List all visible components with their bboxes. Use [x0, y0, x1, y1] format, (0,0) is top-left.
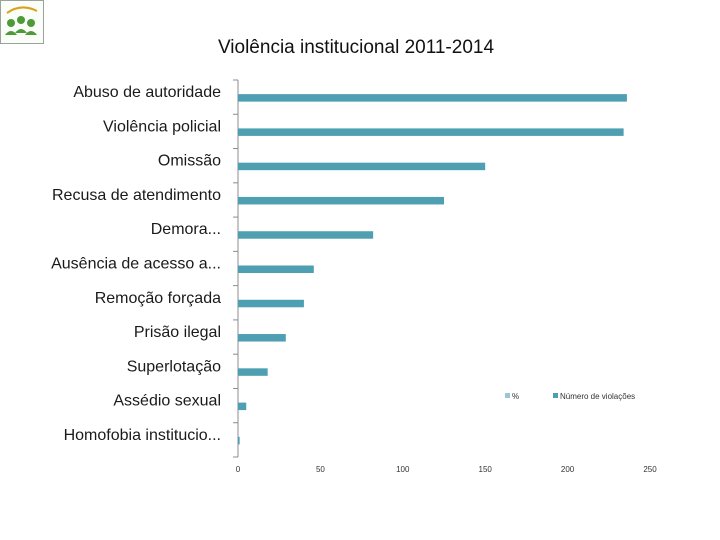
bar-violations [238, 231, 374, 239]
chart-bars [238, 94, 627, 445]
category-label: Superlotação [127, 358, 221, 375]
legend-swatch [505, 393, 510, 398]
bar-violations [238, 196, 444, 205]
x-tick-label: 250 [643, 465, 657, 474]
x-tick-label: 100 [396, 465, 410, 474]
x-tick-label: 50 [316, 465, 325, 474]
category-label: Ausência de acesso a... [51, 256, 221, 273]
organization-logo [0, 0, 44, 44]
bar-violations [238, 162, 486, 171]
category-label: Prisão ilegal [134, 324, 221, 341]
category-label: Demora... [151, 221, 221, 238]
x-tick-labels: 0 50 100 150 200 250 [236, 465, 657, 474]
category-label: Abuso de autoridade [73, 84, 221, 101]
category-label: Recusa de atendimento [52, 187, 221, 204]
bar-violations [238, 368, 268, 376]
category-label: Assédio sexual [113, 393, 221, 410]
chart-legend: % Número de violações [505, 392, 635, 401]
category-label: Remoção forçada [95, 290, 221, 307]
x-tick-label: 150 [479, 465, 493, 474]
bar-violations [238, 436, 240, 445]
chart-title: Violência institucional 2011-2014 [218, 37, 494, 58]
x-tick-label: 200 [561, 465, 575, 474]
legend-label: % [512, 392, 519, 401]
category-label: Homofobia institucio... [64, 427, 221, 444]
category-label: Violência policial [103, 118, 221, 135]
bar-violations [238, 94, 627, 102]
legend-swatch [553, 393, 558, 398]
bar-violations [238, 334, 286, 342]
category-labels: Abuso de autoridade Violência policial Omi… [51, 84, 221, 444]
bar-violations [238, 299, 304, 308]
bar-violations [238, 265, 314, 273]
chart-axes [233, 79, 239, 458]
organization-logo-icon [5, 6, 38, 35]
category-label: Omissão [158, 153, 221, 170]
bar-violations [238, 402, 247, 411]
x-tick-label: 0 [236, 465, 241, 474]
legend-label: Número de violações [560, 392, 635, 401]
bar-violations [238, 128, 624, 136]
